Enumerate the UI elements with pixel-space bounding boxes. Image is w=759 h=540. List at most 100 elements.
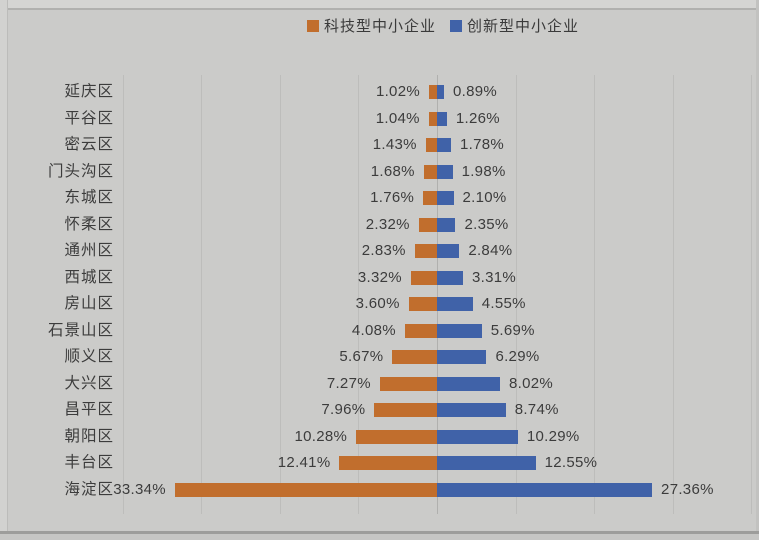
window-right-edge xyxy=(756,0,759,540)
tech-sme-bar[interactable] xyxy=(174,482,437,497)
tech-sme-value-label: 33.34% xyxy=(113,480,166,498)
innovative-sme-value-label: 4.55% xyxy=(481,295,526,312)
tech-sme-bar[interactable] xyxy=(379,376,437,391)
innovative-sme-bar[interactable] xyxy=(437,376,501,391)
window-bottom-edge xyxy=(0,531,759,540)
innovative-sme-bar[interactable] xyxy=(437,350,487,364)
tech-sme-value-label: 4.08% xyxy=(351,321,396,339)
category-label: 延庆区 xyxy=(64,83,114,100)
innovative-sme-value-label: 6.29% xyxy=(495,348,540,365)
category-label: 平谷区 xyxy=(64,109,114,127)
innovative-sme-bar[interactable] xyxy=(437,456,536,470)
tech-sme-bar[interactable] xyxy=(408,297,437,311)
tech-sme-value-label: 1.43% xyxy=(372,136,417,153)
category-label: 东城区 xyxy=(64,189,114,206)
legend-item-tech-sme[interactable]: 科技型中小企业 xyxy=(307,15,436,36)
innovative-sme-value-label: 12.55% xyxy=(544,454,598,471)
tech-sme-value-label: 1.02% xyxy=(375,83,420,100)
tech-sme-value-label: 7.27% xyxy=(326,374,371,392)
category-label: 顺义区 xyxy=(64,348,114,365)
tech-sme-bar[interactable] xyxy=(410,270,437,285)
innovative-sme-value-label: 1.26% xyxy=(455,109,500,127)
innovative-sme-value-label: 8.02% xyxy=(509,374,554,392)
innovative-sme-bar[interactable] xyxy=(437,138,451,152)
tech-sme-bar[interactable] xyxy=(423,191,437,205)
tech-sme-value-label: 2.83% xyxy=(361,242,406,259)
innovative-sme-bar[interactable] xyxy=(437,111,447,126)
window-top-edge xyxy=(0,0,759,10)
tech-sme-value-label: 12.41% xyxy=(277,454,331,471)
category-label: 昌平区 xyxy=(64,401,114,418)
tech-sme-bar[interactable] xyxy=(374,403,437,417)
tech-sme-bar[interactable] xyxy=(425,138,437,152)
tech-sme-value-label: 3.32% xyxy=(357,268,402,286)
innovative-sme-bar[interactable] xyxy=(437,297,473,311)
tech-sme-value-label: 1.04% xyxy=(375,109,420,127)
innovative-sme-bar[interactable] xyxy=(437,482,653,497)
innovative-sme-value-label: 10.29% xyxy=(526,427,580,445)
category-label: 海淀区 xyxy=(64,480,114,498)
tech-sme-value-label: 1.76% xyxy=(370,189,415,206)
legend-label-innovative-sme: 创新型中小企业 xyxy=(467,18,580,35)
legend-swatch-orange-icon xyxy=(307,19,319,32)
tech-sme-bar[interactable] xyxy=(428,111,437,126)
category-label: 西城区 xyxy=(64,268,114,286)
innovative-sme-bar[interactable] xyxy=(437,164,453,179)
chart-legend: 科技型中小企业 创新型中小企业 xyxy=(307,15,579,36)
gridline xyxy=(751,75,753,514)
category-label: 通州区 xyxy=(64,242,114,259)
innovative-sme-bar[interactable] xyxy=(437,85,444,99)
tech-sme-value-label: 10.28% xyxy=(294,427,348,445)
gridline xyxy=(358,75,360,514)
gridline xyxy=(122,75,124,514)
gridline xyxy=(201,75,203,514)
category-label: 丰台区 xyxy=(64,454,114,471)
innovative-sme-bar[interactable] xyxy=(437,191,454,205)
innovative-sme-bar[interactable] xyxy=(437,403,506,417)
tech-sme-bar[interactable] xyxy=(356,429,437,444)
tech-sme-bar[interactable] xyxy=(418,217,437,232)
innovative-sme-bar[interactable] xyxy=(437,244,460,258)
category-label: 密云区 xyxy=(64,136,114,153)
innovative-sme-value-label: 27.36% xyxy=(661,480,714,498)
tech-sme-bar[interactable] xyxy=(392,350,437,364)
legend-label-tech-sme: 科技型中小企业 xyxy=(324,18,437,35)
category-label: 门头沟区 xyxy=(47,162,114,180)
tech-sme-value-label: 5.67% xyxy=(339,348,384,365)
tech-sme-value-label: 3.60% xyxy=(355,295,400,312)
innovative-sme-bar[interactable] xyxy=(437,429,518,444)
tech-sme-bar[interactable] xyxy=(414,244,437,258)
tech-sme-bar[interactable] xyxy=(339,456,437,470)
tech-sme-value-label: 1.68% xyxy=(370,162,415,180)
tech-sme-bar[interactable] xyxy=(423,164,437,179)
category-label: 怀柔区 xyxy=(64,215,114,233)
gridline xyxy=(594,75,596,514)
innovative-sme-value-label: 0.89% xyxy=(452,83,498,100)
center-axis-line xyxy=(437,75,438,514)
legend-item-innovative-sme[interactable]: 创新型中小企业 xyxy=(450,15,579,36)
innovative-sme-bar[interactable] xyxy=(437,323,482,338)
innovative-sme-value-label: 5.69% xyxy=(490,321,535,339)
category-label: 朝阳区 xyxy=(64,427,114,445)
window-left-edge xyxy=(0,0,8,540)
innovative-sme-value-label: 3.31% xyxy=(472,268,517,286)
innovative-sme-value-label: 2.84% xyxy=(468,242,513,259)
category-label: 石景山区 xyxy=(47,321,114,339)
innovative-sme-value-label: 1.78% xyxy=(459,136,505,153)
innovative-sme-value-label: 8.74% xyxy=(514,401,559,418)
gridline xyxy=(672,75,674,514)
tech-sme-bar[interactable] xyxy=(428,85,437,99)
innovative-sme-value-label: 2.10% xyxy=(462,189,507,206)
innovative-sme-bar[interactable] xyxy=(437,217,456,232)
innovative-sme-value-label: 2.35% xyxy=(464,215,509,233)
category-label: 大兴区 xyxy=(64,374,114,392)
tech-sme-bar[interactable] xyxy=(404,323,437,338)
category-label: 房山区 xyxy=(64,295,114,312)
innovative-sme-bar[interactable] xyxy=(437,270,464,285)
innovative-sme-value-label: 1.98% xyxy=(461,162,506,180)
gridline xyxy=(515,75,517,514)
gridline xyxy=(279,75,281,514)
legend-swatch-blue-icon xyxy=(450,19,463,32)
